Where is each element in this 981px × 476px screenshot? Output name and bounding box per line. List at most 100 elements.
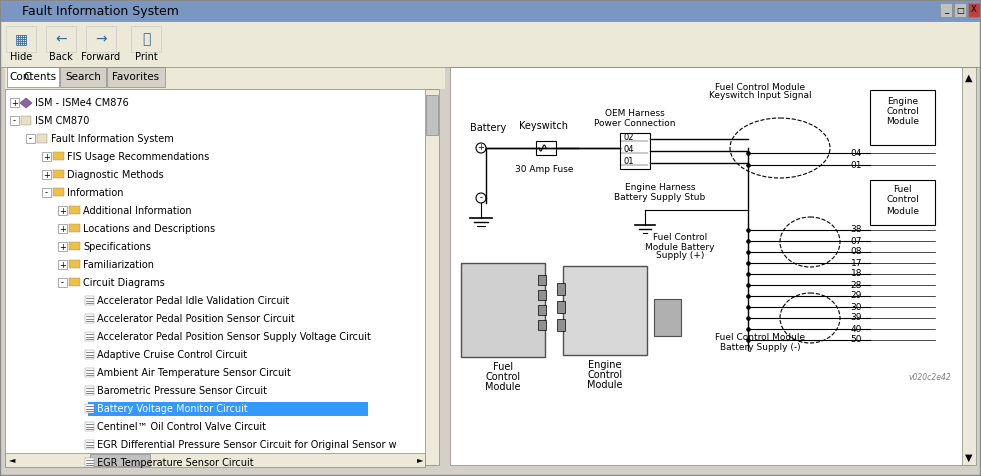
FancyBboxPatch shape — [940, 3, 952, 17]
Text: +: + — [59, 207, 66, 216]
FancyBboxPatch shape — [26, 134, 35, 143]
Text: Control: Control — [886, 196, 919, 205]
FancyBboxPatch shape — [870, 180, 935, 225]
Text: -: - — [13, 117, 16, 126]
Text: Specifications: Specifications — [83, 242, 151, 252]
Text: Forward: Forward — [81, 52, 121, 62]
Text: Control: Control — [588, 370, 623, 380]
Text: Centinel™ Oil Control Valve Circuit: Centinel™ Oil Control Valve Circuit — [97, 422, 266, 432]
Text: Fuel: Fuel — [492, 362, 513, 372]
FancyBboxPatch shape — [10, 116, 19, 125]
FancyBboxPatch shape — [5, 453, 425, 467]
Text: 17: 17 — [851, 258, 862, 268]
Text: Fuel: Fuel — [893, 186, 911, 195]
FancyBboxPatch shape — [42, 152, 51, 161]
Text: 30 Amp Fuse: 30 Amp Fuse — [515, 165, 573, 173]
Text: -: - — [29, 135, 32, 143]
FancyBboxPatch shape — [53, 152, 64, 160]
Text: OEM Harness: OEM Harness — [605, 109, 665, 118]
Text: Fuel Control Module: Fuel Control Module — [715, 83, 805, 92]
Text: Back: Back — [49, 52, 73, 62]
Text: +: + — [11, 99, 18, 108]
Text: Battery Supply (-): Battery Supply (-) — [720, 343, 800, 351]
Text: Keyswitch: Keyswitch — [520, 121, 569, 131]
Text: FIS Usage Recommendations: FIS Usage Recommendations — [67, 152, 209, 162]
FancyBboxPatch shape — [0, 0, 981, 22]
FancyBboxPatch shape — [10, 98, 19, 107]
FancyBboxPatch shape — [53, 170, 64, 178]
Text: ⎙: ⎙ — [142, 32, 150, 46]
FancyBboxPatch shape — [37, 134, 47, 143]
Text: □: □ — [956, 6, 964, 14]
Text: Battery Supply Stub: Battery Supply Stub — [614, 192, 705, 201]
Text: Engine: Engine — [589, 360, 622, 370]
Text: Accelerator Pedal Position Sensor Circuit: Accelerator Pedal Position Sensor Circui… — [97, 314, 294, 324]
FancyBboxPatch shape — [69, 278, 80, 286]
FancyBboxPatch shape — [538, 305, 546, 315]
FancyBboxPatch shape — [85, 314, 94, 323]
FancyBboxPatch shape — [85, 368, 94, 377]
Text: Engine: Engine — [887, 98, 918, 107]
FancyBboxPatch shape — [85, 422, 94, 431]
FancyBboxPatch shape — [654, 299, 681, 336]
Text: +: + — [59, 260, 66, 269]
FancyBboxPatch shape — [536, 141, 556, 155]
Text: →: → — [95, 32, 107, 46]
FancyBboxPatch shape — [425, 89, 439, 465]
Text: ►: ► — [417, 456, 423, 465]
FancyBboxPatch shape — [69, 242, 80, 250]
Text: 29: 29 — [851, 291, 862, 300]
FancyBboxPatch shape — [557, 283, 565, 295]
FancyBboxPatch shape — [538, 320, 546, 330]
Text: 08: 08 — [851, 248, 862, 257]
Text: _: _ — [944, 6, 948, 14]
FancyBboxPatch shape — [968, 3, 980, 17]
Text: Barometric Pressure Sensor Circuit: Barometric Pressure Sensor Circuit — [97, 386, 267, 396]
Text: Information: Information — [67, 188, 124, 198]
Text: ISM - ISMe4 CM876: ISM - ISMe4 CM876 — [35, 98, 129, 108]
Text: 28: 28 — [851, 280, 862, 289]
FancyBboxPatch shape — [5, 67, 445, 89]
Text: Favorites: Favorites — [113, 72, 160, 82]
FancyBboxPatch shape — [0, 22, 981, 67]
Text: X: X — [971, 6, 977, 14]
FancyBboxPatch shape — [46, 26, 76, 52]
FancyBboxPatch shape — [538, 275, 546, 285]
FancyBboxPatch shape — [85, 440, 94, 449]
FancyBboxPatch shape — [53, 188, 64, 196]
Text: Accelerator Pedal Idle Validation Circuit: Accelerator Pedal Idle Validation Circui… — [97, 296, 289, 306]
Text: Locations and Descriptions: Locations and Descriptions — [83, 224, 215, 234]
FancyBboxPatch shape — [90, 454, 150, 466]
Text: Circuit Diagrams: Circuit Diagrams — [83, 278, 165, 288]
FancyBboxPatch shape — [58, 224, 67, 233]
Text: 04: 04 — [624, 146, 635, 155]
Text: 40: 40 — [851, 325, 862, 334]
FancyBboxPatch shape — [88, 402, 368, 416]
Text: Supply (+): Supply (+) — [656, 251, 704, 260]
Text: Fuel Control: Fuel Control — [653, 234, 707, 242]
Text: 01: 01 — [624, 158, 635, 167]
FancyBboxPatch shape — [69, 224, 80, 232]
Text: Adaptive Cruise Control Circuit: Adaptive Cruise Control Circuit — [97, 350, 247, 360]
FancyBboxPatch shape — [461, 263, 545, 357]
Text: Accelerator Pedal Position Sensor Supply Voltage Circuit: Accelerator Pedal Position Sensor Supply… — [97, 332, 371, 342]
FancyBboxPatch shape — [538, 290, 546, 300]
Text: Additional Information: Additional Information — [83, 206, 191, 216]
Text: +: + — [59, 242, 66, 251]
FancyBboxPatch shape — [85, 332, 94, 341]
FancyBboxPatch shape — [86, 26, 116, 52]
Text: Keyswitch Input Signal: Keyswitch Input Signal — [708, 91, 811, 100]
Text: +: + — [43, 152, 50, 161]
FancyBboxPatch shape — [557, 301, 565, 313]
Text: +: + — [478, 143, 485, 152]
FancyBboxPatch shape — [21, 116, 31, 125]
FancyBboxPatch shape — [42, 188, 51, 197]
Text: v020c2e42: v020c2e42 — [908, 374, 952, 383]
FancyBboxPatch shape — [69, 206, 80, 214]
Text: 04: 04 — [851, 149, 862, 158]
Text: 50: 50 — [851, 336, 862, 345]
Text: Battery: Battery — [470, 123, 506, 133]
FancyBboxPatch shape — [107, 67, 165, 87]
Text: +: + — [43, 170, 50, 179]
Text: Module: Module — [588, 380, 623, 390]
